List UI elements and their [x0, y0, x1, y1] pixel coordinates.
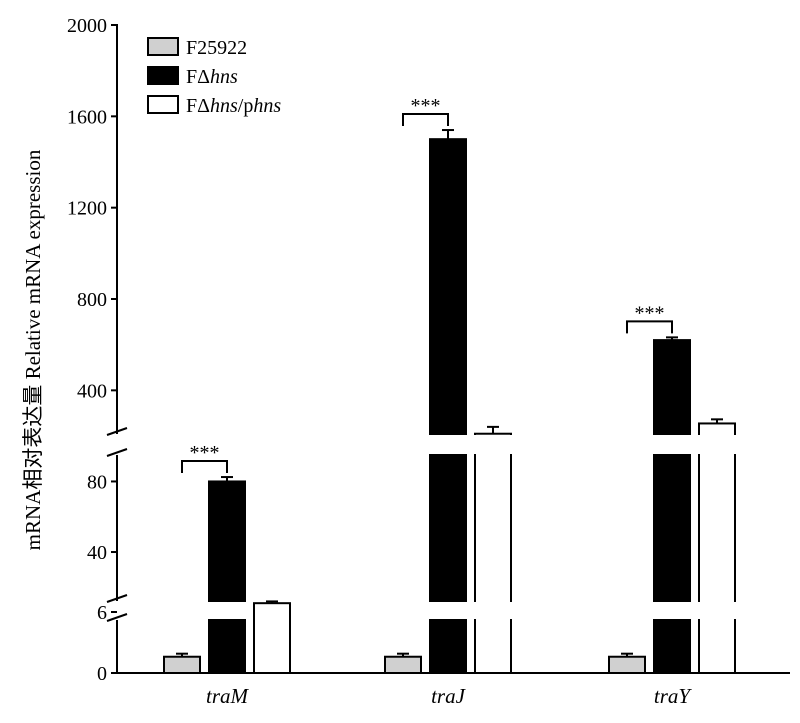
- y-axis-label: mRNA相对表达量 Relative mRNA expression: [21, 149, 45, 550]
- axes-layer: [106, 24, 790, 674]
- y-tick-label: 0: [97, 663, 107, 685]
- bar: [163, 655, 201, 675]
- legend-swatch: [147, 37, 179, 56]
- bars-layer: [163, 129, 738, 675]
- legend-label: FΔhns: [186, 66, 238, 88]
- bar-break-gap: [696, 435, 738, 454]
- y-tick-label: 2000: [67, 15, 107, 37]
- x-tick-label: traM: [206, 684, 250, 708]
- bar: [608, 655, 646, 675]
- axis-break-mark: [106, 448, 128, 457]
- legend-label: FΔhns/phns: [186, 95, 281, 117]
- bar: [208, 480, 246, 674]
- bar: [474, 432, 512, 674]
- significance-label: ***: [190, 442, 220, 464]
- significance-bracket: [626, 320, 673, 334]
- x-tick-label: traY: [654, 684, 693, 708]
- y-tick-label: 1600: [67, 106, 107, 128]
- y-tick-label: 6: [97, 602, 107, 624]
- y-tick-label: 40: [87, 542, 107, 564]
- axis-break-mark: [106, 613, 128, 622]
- bar: [653, 339, 691, 674]
- bar: [429, 138, 467, 674]
- legend: F25922 FΔhns FΔhns/phns: [147, 37, 281, 117]
- bar: [698, 422, 736, 674]
- bar-break-gap: [472, 435, 514, 454]
- axis-break-mark: [106, 594, 128, 603]
- significance-label: ***: [635, 302, 665, 324]
- y-tick-label: 400: [77, 380, 107, 402]
- bar-break-gap: [696, 602, 738, 619]
- significance-bracket: [181, 460, 228, 474]
- bar-break-gap: [206, 602, 248, 619]
- axis-break-mark: [106, 427, 128, 436]
- significance-bracket: [402, 113, 449, 127]
- labels-layer: 0 6 40 80 400 800 1200 1600 2000 traM traJ traY *** *…: [67, 15, 692, 708]
- y-tick-label: 80: [87, 471, 107, 493]
- legend-label: F25922: [186, 37, 247, 59]
- y-tick-label: 1200: [67, 198, 107, 220]
- bar-break-gap: [472, 602, 514, 619]
- bar-break-gap: [427, 435, 469, 454]
- bar: [384, 655, 422, 675]
- legend-swatch: [147, 95, 179, 114]
- bar: [253, 602, 291, 674]
- bar-break-gap: [427, 602, 469, 619]
- bar-break-gap: [651, 435, 693, 454]
- legend-swatch: [147, 66, 179, 85]
- y-tick-label: 800: [77, 289, 107, 311]
- bar-break-gap: [651, 602, 693, 619]
- significance-label: ***: [411, 95, 441, 117]
- x-tick-label: traJ: [431, 684, 467, 708]
